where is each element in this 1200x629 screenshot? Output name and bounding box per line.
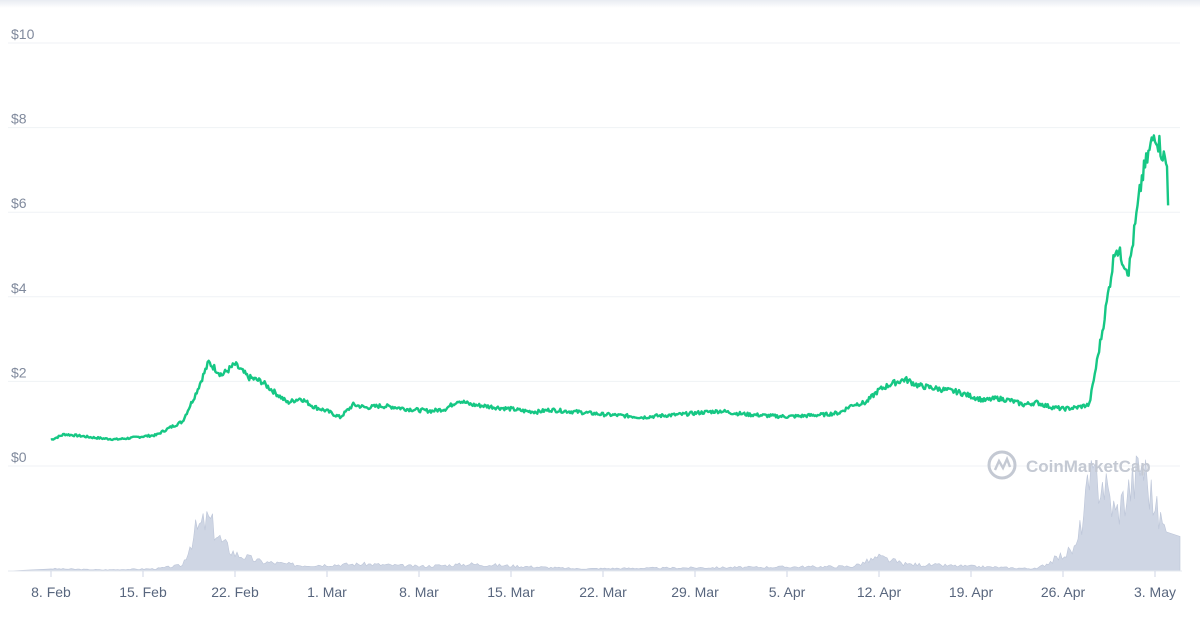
x-tick-label: 5. Apr bbox=[769, 584, 806, 600]
x-tick-label: 22. Feb bbox=[211, 584, 259, 600]
y-tick-label: $2 bbox=[11, 364, 27, 380]
y-tick-label: $6 bbox=[11, 195, 27, 211]
x-tick-label: 1. Mar bbox=[307, 584, 347, 600]
coinmarketcap-logo-icon bbox=[987, 450, 1017, 480]
coinmarketcap-logo-wave-icon bbox=[993, 455, 1012, 471]
x-tick-label: 15. Mar bbox=[487, 584, 535, 600]
y-tick-label: $10 bbox=[11, 26, 35, 42]
grid-lines bbox=[8, 42, 1180, 467]
y-axis: $0 $2 $4 $6 $8 $10 bbox=[11, 26, 35, 465]
x-tick-label: 15. Feb bbox=[119, 584, 167, 600]
x-tick-label: 12. Apr bbox=[857, 584, 902, 600]
price-line bbox=[50, 134, 1170, 442]
x-tick-label: 22. Mar bbox=[579, 584, 627, 600]
top-shadow-bar bbox=[0, 0, 1200, 8]
watermark-text: CoinMarketCap bbox=[1026, 457, 1151, 476]
x-tick-label: 8. Feb bbox=[31, 584, 71, 600]
x-tick-label: 8. Mar bbox=[399, 584, 439, 600]
x-tick-label: 19. Apr bbox=[949, 584, 994, 600]
x-tick-label: 26. Apr bbox=[1041, 584, 1086, 600]
y-tick-label: $4 bbox=[11, 280, 27, 296]
volume-area bbox=[7, 455, 1181, 572]
y-tick-label: $0 bbox=[11, 449, 27, 465]
x-tick-label: 3. May bbox=[1134, 584, 1176, 600]
volume-bars bbox=[7, 455, 1181, 572]
y-tick-label: $8 bbox=[11, 111, 27, 127]
x-tick-label: 29. Mar bbox=[671, 584, 719, 600]
x-axis: 8. Feb 15. Feb 22. Feb 1. Mar 8. Mar 15. Mar 2… bbox=[31, 571, 1176, 600]
coinmarketcap-watermark: CoinMarketCap bbox=[987, 450, 1151, 480]
